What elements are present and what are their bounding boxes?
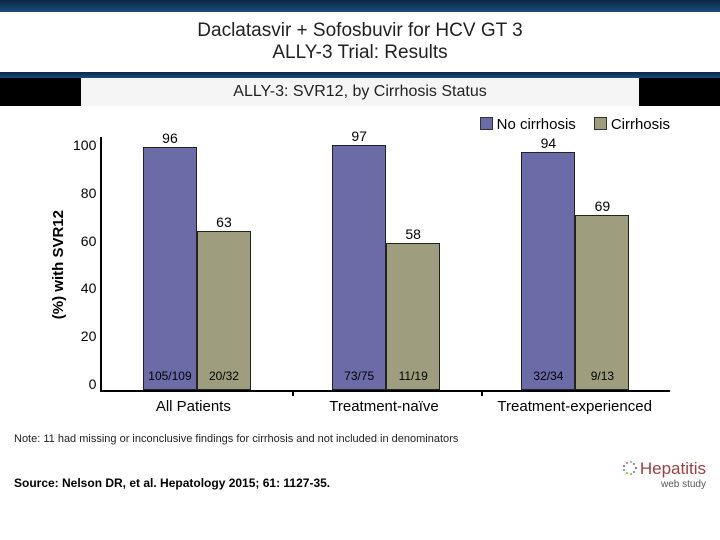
bar-value-label: 97 <box>333 128 385 144</box>
bar-value-label: 94 <box>522 135 574 151</box>
logo-name: Hepatitis <box>640 459 706 478</box>
source-row: Source: Nelson DR, et al. Hepatology 201… <box>0 451 720 500</box>
bar-fraction-label: 105/109 <box>144 369 196 383</box>
logo: Hepatitis web study <box>622 459 706 490</box>
logo-subtext: web study <box>622 479 706 490</box>
bar: 96105/109 <box>143 147 197 390</box>
legend-swatch <box>594 117 607 130</box>
logo-dots-icon <box>622 460 638 476</box>
x-category-label: Treatment-naïve <box>289 392 480 415</box>
bar-value-label: 58 <box>387 226 439 242</box>
y-axis-label: (%) with SVR12 <box>50 210 67 319</box>
bar-group: 96105/1096320/32 <box>102 137 291 390</box>
title-line-2: ALLY-3 Trial: Results <box>0 42 720 64</box>
footnote: Note: 11 had missing or inconclusive fin… <box>14 433 706 445</box>
bar-fraction-label: 32/34 <box>522 369 574 383</box>
bar-fraction-label: 73/75 <box>333 369 385 383</box>
bar-value-label: 69 <box>576 198 628 214</box>
y-tick: 100 <box>73 137 96 153</box>
legend-item: No cirrhosis <box>480 116 576 133</box>
legend-label: No cirrhosis <box>497 116 576 133</box>
bar-fraction-label: 11/19 <box>387 369 439 383</box>
bar-fraction-label: 9/13 <box>576 369 628 383</box>
top-band <box>0 0 720 12</box>
title-line-1: Daclatasvir + Sofosbuvir for HCV GT 3 <box>0 20 720 42</box>
bar: 699/13 <box>575 215 629 390</box>
bar-fraction-label: 20/32 <box>198 369 250 383</box>
legend-label: Cirrhosis <box>611 116 670 133</box>
chart: No cirrhosis Cirrhosis (%) with SVR12 100… <box>50 116 670 415</box>
y-tick: 0 <box>89 376 97 392</box>
bar-group: 9432/34699/13 <box>481 137 670 390</box>
bar: 5811/19 <box>386 243 440 390</box>
bar-group: 9773/755811/19 <box>292 137 481 390</box>
title-block: Daclatasvir + Sofosbuvir for HCV GT 3 AL… <box>0 12 720 70</box>
subtitle-text: ALLY-3: SVR12, by Cirrhosis Status <box>80 78 640 106</box>
bar: 9432/34 <box>521 152 575 390</box>
y-tick: 80 <box>81 185 97 201</box>
bar: 6320/32 <box>197 231 251 390</box>
y-axis-ticks: 100 80 60 40 20 0 <box>73 137 100 392</box>
source-citation: Source: Nelson DR, et al. Hepatology 201… <box>14 476 330 490</box>
y-tick: 20 <box>81 328 97 344</box>
y-tick: 60 <box>81 233 97 249</box>
bar-value-label: 63 <box>198 214 250 230</box>
plot-area: 96105/1096320/329773/755811/199432/34699… <box>100 137 670 392</box>
bar: 9773/75 <box>332 145 386 390</box>
subtitle-bar: ALLY-3: SVR12, by Cirrhosis Status <box>0 78 720 106</box>
bar-value-label: 96 <box>144 130 196 146</box>
legend-swatch <box>480 117 493 130</box>
y-tick: 40 <box>81 280 97 296</box>
legend-item: Cirrhosis <box>594 116 670 133</box>
x-category-label: All Patients <box>98 392 289 415</box>
x-category-label: Treatment-experienced <box>479 392 670 415</box>
x-axis-categories: All PatientsTreatment-naïveTreatment-exp… <box>98 392 670 415</box>
